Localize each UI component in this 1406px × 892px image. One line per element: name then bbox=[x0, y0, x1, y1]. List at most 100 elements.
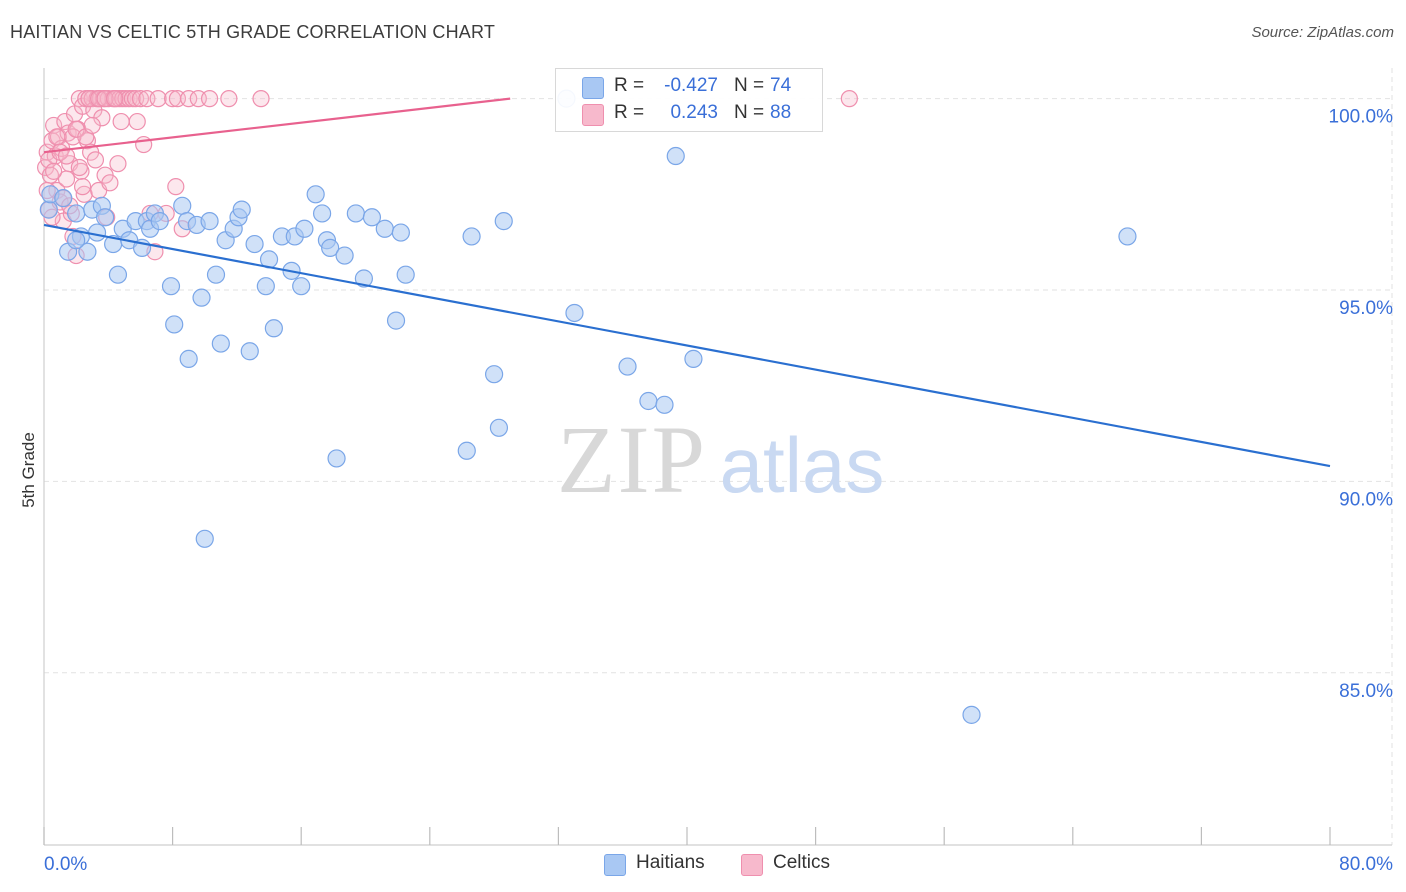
haitians-point bbox=[489, 418, 509, 437]
haitians-point bbox=[179, 349, 198, 368]
watermark: ZIP atlas bbox=[557, 406, 884, 513]
haitians-point bbox=[192, 288, 211, 307]
correlation-legend: R = -0.427 N = 74 R = 0.243 N = 88 bbox=[555, 68, 823, 132]
celtics-point bbox=[135, 135, 153, 154]
celtics-point bbox=[48, 128, 66, 146]
y-tick-label: 100.0% bbox=[1329, 107, 1394, 128]
haitians-point bbox=[312, 204, 332, 223]
haitians-point bbox=[165, 315, 184, 334]
y-axis-label: 5th Grade bbox=[19, 432, 38, 508]
legend-row-celtics: R = 0.243 N = 88 bbox=[556, 100, 822, 127]
haitians-point bbox=[78, 242, 97, 261]
haitians-point bbox=[256, 277, 275, 296]
legend-n-value: 74 bbox=[770, 75, 792, 96]
haitians-point bbox=[200, 212, 219, 231]
haitians-point bbox=[396, 265, 415, 284]
y-tick-label: 95.0% bbox=[1339, 298, 1393, 319]
haitians-legend-swatch bbox=[604, 854, 626, 876]
haitians-point bbox=[292, 277, 311, 296]
y-tick-label: 85.0% bbox=[1339, 681, 1393, 702]
haitians-point bbox=[565, 303, 584, 323]
haitians-point bbox=[391, 223, 410, 242]
legend-n-label: N = bbox=[734, 75, 765, 96]
x-tick-label-min: 0.0% bbox=[44, 854, 87, 875]
haitians-point bbox=[108, 265, 128, 284]
legend-label-haitians: Haitians bbox=[636, 852, 705, 873]
celtics-point bbox=[840, 90, 858, 108]
celtics-point bbox=[220, 90, 238, 108]
celtics-point bbox=[131, 90, 150, 108]
haitians-point bbox=[245, 234, 264, 254]
haitians-point bbox=[375, 219, 394, 238]
haitians-point bbox=[462, 227, 481, 246]
celtics-point bbox=[57, 147, 76, 165]
series-legend: Haitians Celtics bbox=[0, 852, 1406, 876]
y-tick-label: 90.0% bbox=[1339, 489, 1393, 510]
haitians-point bbox=[211, 334, 230, 353]
haitians-point bbox=[39, 200, 58, 219]
haitians-point bbox=[54, 189, 73, 208]
legend-r-label: R = bbox=[614, 75, 645, 96]
haitians-point bbox=[494, 212, 513, 231]
haitians-point bbox=[327, 449, 346, 468]
haitians-point bbox=[962, 705, 981, 724]
haitians-point bbox=[354, 269, 373, 288]
celtics-point bbox=[109, 155, 127, 173]
haitians-point bbox=[1118, 227, 1137, 246]
chart-source: Source: ZipAtlas.com bbox=[1251, 24, 1394, 41]
haitians-point bbox=[346, 204, 365, 223]
celtics-point bbox=[73, 178, 92, 196]
grid-layer bbox=[44, 68, 1393, 845]
celtics-point bbox=[86, 151, 105, 169]
celtics-point bbox=[101, 174, 119, 192]
haitians-point bbox=[240, 342, 259, 361]
haitians-trend-line bbox=[43, 223, 1331, 468]
celtics-trend-line bbox=[43, 97, 511, 154]
watermark-zip: ZIP bbox=[557, 406, 707, 513]
haitians-point bbox=[161, 277, 181, 296]
celtics-point bbox=[200, 90, 219, 108]
trend-lines bbox=[43, 97, 1331, 468]
haitians-point bbox=[195, 529, 214, 548]
haitians-point bbox=[295, 219, 314, 238]
legend-label-celtics: Celtics bbox=[773, 852, 831, 873]
celtics-point bbox=[167, 178, 185, 196]
celtics-point bbox=[252, 90, 270, 108]
haitians-point bbox=[666, 146, 685, 166]
celtics-point bbox=[180, 90, 198, 108]
celtics-legend-swatch bbox=[741, 854, 763, 876]
legend-r-value: 0.243 bbox=[670, 102, 718, 123]
haitians-point bbox=[485, 365, 504, 384]
celtics-point bbox=[70, 158, 88, 177]
haitians-point bbox=[335, 246, 354, 265]
watermark-atlas: atlas bbox=[720, 421, 885, 509]
haitians-points bbox=[39, 89, 1137, 724]
celtics-point bbox=[112, 112, 130, 131]
legend-n-label: N = bbox=[734, 102, 765, 123]
haitians-point bbox=[306, 185, 325, 204]
haitians-point bbox=[618, 357, 637, 376]
haitians-swatch bbox=[582, 77, 604, 99]
tick-labels: 100.0% 95.0% 90.0% 85.0% 0.0% 80.0% bbox=[44, 107, 1393, 875]
celtics-point bbox=[83, 116, 101, 135]
haitians-point bbox=[95, 208, 115, 227]
legend-row-haitians: R = -0.427 N = 74 bbox=[556, 73, 822, 100]
haitians-point bbox=[264, 319, 283, 338]
celtics-point bbox=[106, 90, 124, 108]
haitians-point bbox=[67, 204, 86, 223]
haitians-point bbox=[67, 231, 86, 250]
haitians-point bbox=[362, 208, 382, 227]
celtics-point bbox=[149, 90, 167, 108]
haitians-point bbox=[684, 349, 703, 368]
haitians-point bbox=[87, 223, 107, 242]
haitians-point bbox=[386, 311, 406, 330]
celtics-point bbox=[128, 112, 146, 131]
legend-n-value: 88 bbox=[770, 102, 792, 123]
celtics-point bbox=[45, 162, 63, 180]
haitians-point bbox=[173, 196, 192, 215]
x-tick-label-max: 80.0% bbox=[1339, 854, 1393, 875]
celtics-point bbox=[96, 90, 114, 108]
celtics-swatch bbox=[582, 104, 604, 126]
haitians-point bbox=[655, 395, 674, 414]
